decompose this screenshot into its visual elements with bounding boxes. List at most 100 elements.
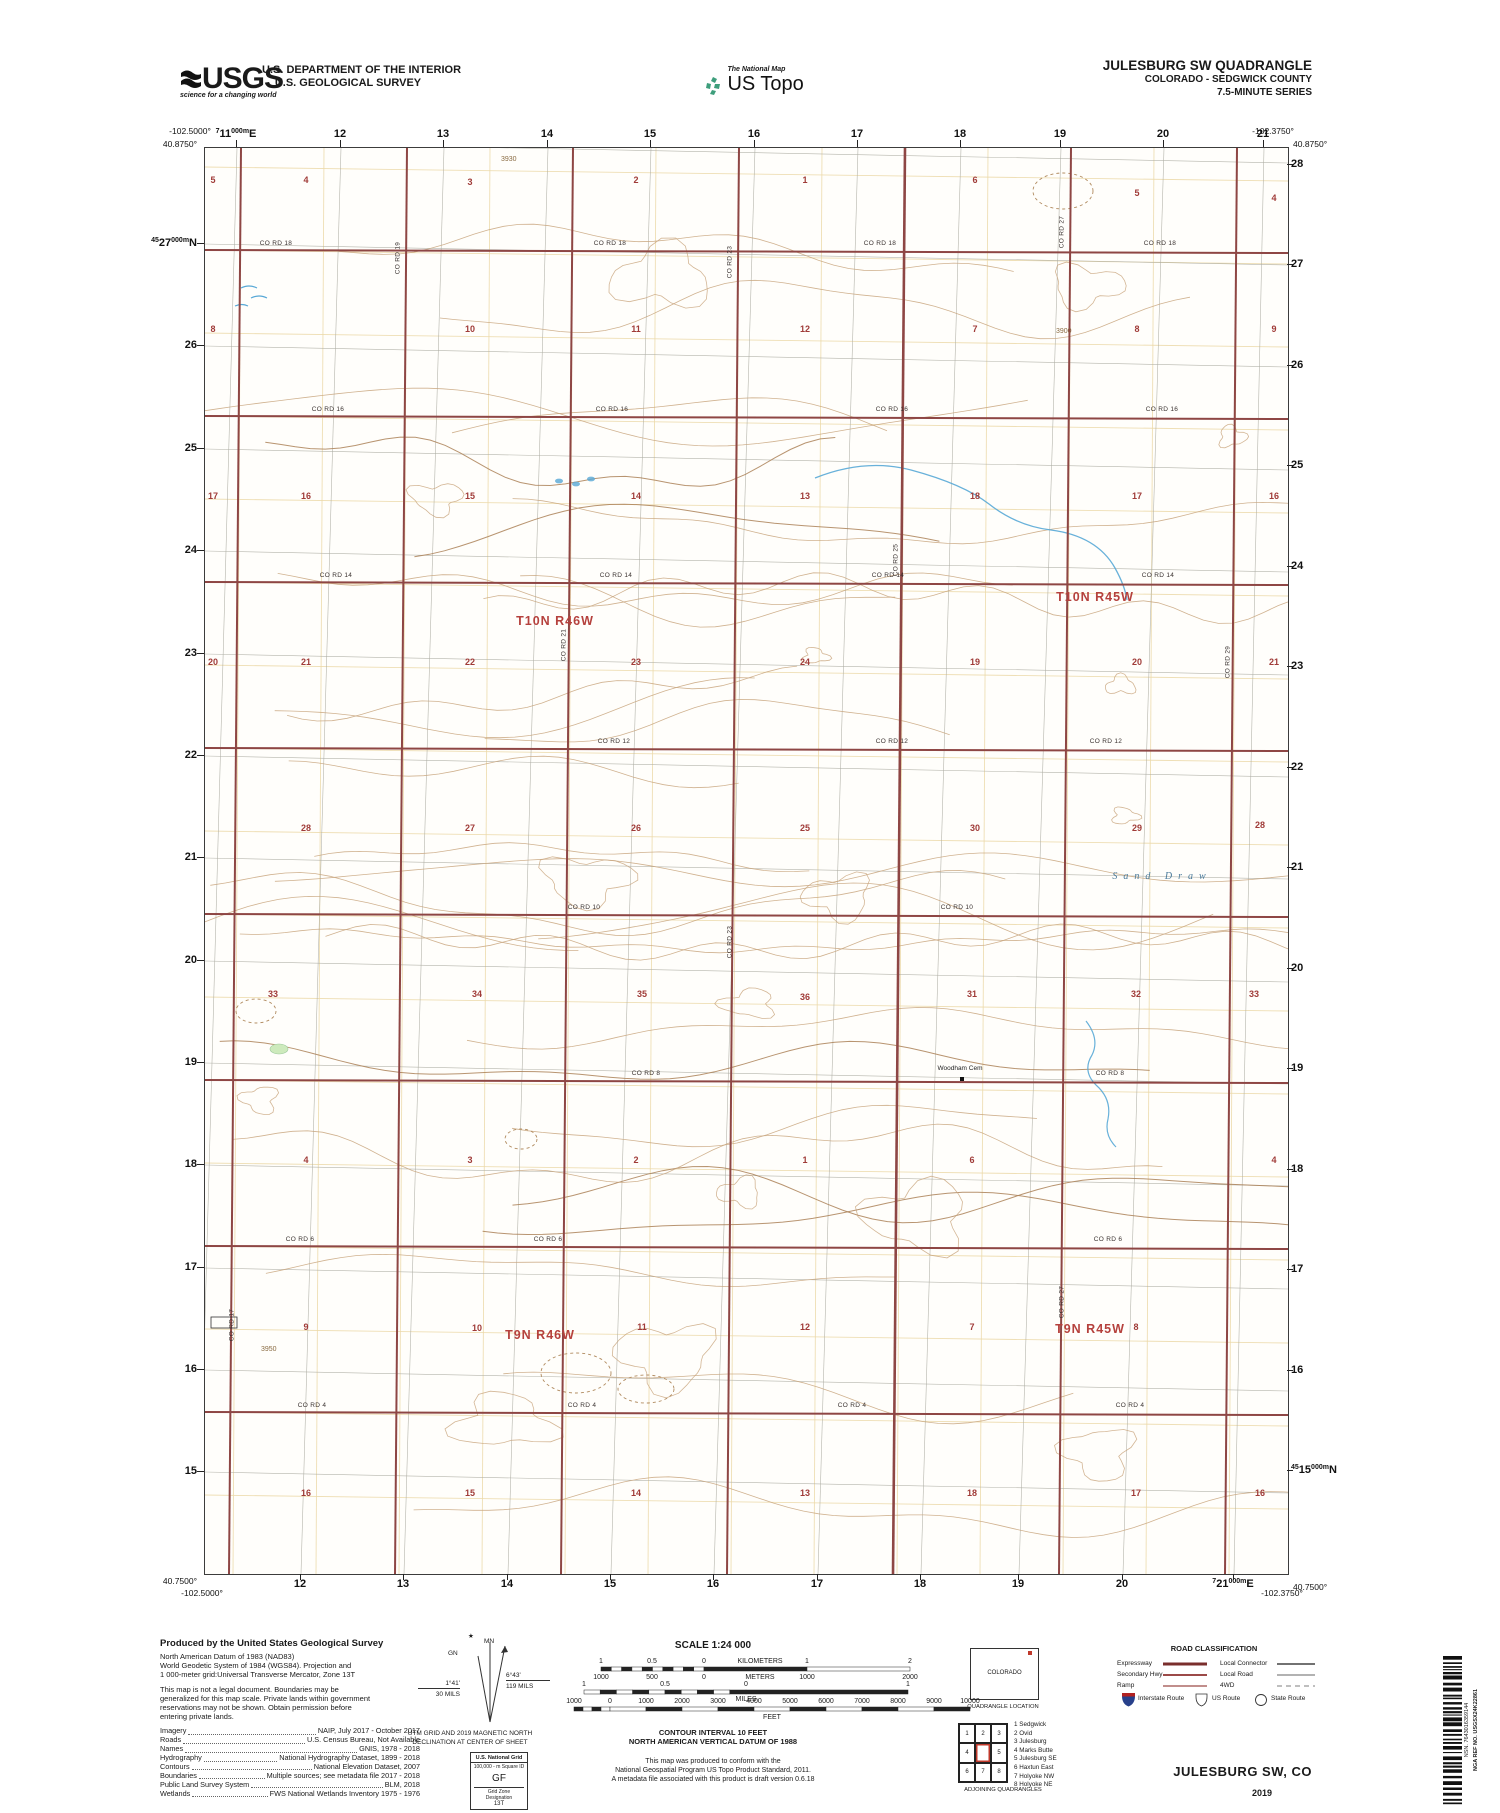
utm-label-part: 7 [1212, 1578, 1217, 1585]
adjoining-quad-name: 4 Marks Butte [1014, 1746, 1053, 1754]
utm-northing-label-left: 21 [184, 851, 197, 863]
legend-left-label: Secondary Hwy [1117, 1671, 1163, 1678]
road-label: CO RD 4 [567, 1402, 597, 1409]
utm-easting-label-bottom: 15 [603, 1578, 617, 1590]
barcode-nsn: NSN. 7643016359144 [1464, 1702, 1470, 1758]
section-number: 9 [303, 1322, 309, 1332]
grid-tick [197, 653, 204, 654]
utm-easting-label-bottom: 14 [500, 1578, 514, 1590]
section-number: 21 [300, 657, 311, 667]
quadrangle-location-caption: QUADRANGLE LOCATION [967, 1704, 1039, 1710]
grid-tick [1287, 1169, 1293, 1170]
source-value: NAIP, July 2017 - October 2017 [317, 1726, 420, 1736]
grid-tick [857, 140, 858, 147]
utm-label-part: 45 [151, 237, 159, 244]
state-name: COLORADO [987, 1670, 1022, 1676]
road-label: CO RD 27 [1058, 1285, 1066, 1319]
township-range-label: T10N R46W [516, 614, 594, 628]
utm-northing-label-left: 23 [184, 647, 197, 659]
utm-northing-label-left: 18 [184, 1158, 197, 1170]
section-number: 23 [630, 657, 641, 667]
vertical-datum-note: NORTH AMERICAN VERTICAL DATUM OF 1988 [628, 1737, 798, 1746]
scale-km-label: 0.5 [647, 1658, 657, 1665]
scale-m-label: METERS [745, 1674, 775, 1681]
township-range-label: T9N R45W [1055, 1322, 1125, 1336]
contour-elevation-label: 3930 [501, 156, 517, 163]
quad-subtitle: COLORADO - SEDGWICK COUNTY [1144, 74, 1312, 85]
section-number: 6 [969, 1155, 975, 1165]
section-number: 28 [300, 823, 311, 833]
utm-northing-label-right: 26 [1291, 359, 1304, 371]
scale-ft-label: 2000 [674, 1698, 690, 1705]
scale-title: SCALE 1:24 000 [674, 1640, 752, 1651]
section-number: 8 [1133, 1322, 1139, 1332]
grid-tick [197, 1369, 204, 1370]
grid-tick [1287, 1068, 1293, 1069]
utm-easting-label-top: 15 [643, 128, 657, 140]
utm-easting-label-top: 19 [1053, 128, 1067, 140]
grid-tick [920, 1574, 921, 1580]
utm-northing-label-right: 20 [1291, 962, 1304, 974]
scale-m-label: 1000 [799, 1674, 815, 1681]
grid-tick [1018, 1574, 1019, 1580]
grid-tick [197, 857, 204, 858]
utm-northing-label-left: 20 [184, 954, 197, 966]
grid-tick [197, 1062, 204, 1063]
utm-easting-label-bottom: 13 [396, 1578, 410, 1590]
credit-source-row: Boundaries Multiple sources; see metadata… [160, 1771, 420, 1781]
map-canvas [205, 148, 1288, 1574]
road-label: CO RD 18 [593, 240, 627, 247]
section-number: 2 [633, 175, 639, 185]
declination-left-deg: 1°41' [418, 1680, 460, 1689]
road-label: CO RD 10 [567, 904, 601, 911]
scale-ft-label: 10000 [960, 1698, 980, 1705]
utm-label-part: 11 [219, 128, 232, 140]
adjoining-cell: 1 [959, 1724, 975, 1744]
source-key: Roads [160, 1735, 182, 1745]
section-number: 33 [1248, 989, 1259, 999]
scale-m-label: 1000 [593, 1674, 609, 1681]
credit-source-row: Public Land Survey System BLM, 2018 [160, 1779, 420, 1790]
credit-line: 1 000-meter grid:Universal Transverse Me… [160, 1670, 356, 1680]
corner-bottom-left-lat: 40.7500° [162, 1576, 197, 1586]
section-number: 17 [1131, 491, 1142, 501]
grid-tick [403, 1574, 404, 1580]
utm-northing-label-right: 4515000mN [1291, 1464, 1337, 1476]
credit-title: Produced by the United States Geological… [160, 1638, 384, 1649]
leader-dots [192, 1790, 268, 1798]
utm-northing-label-left: 22 [184, 749, 197, 761]
scale-mi-label: 1 [582, 1681, 586, 1688]
grid-tick [1287, 566, 1293, 567]
section-number: 6 [972, 175, 978, 185]
credit-source-row: Imagery NAIP, July 2017 - October 2017 [160, 1727, 420, 1736]
road-label: CO RD 17 [228, 1308, 236, 1342]
state-location-box: COLORADO [970, 1648, 1039, 1700]
utm-easting-label-bottom: 16 [706, 1578, 720, 1590]
section-number: 33 [267, 989, 278, 999]
grid-tick [236, 140, 237, 147]
leader-dots [185, 1745, 358, 1753]
section-number: 4 [303, 1155, 309, 1165]
section-number: 20 [207, 657, 218, 667]
grid-tick [197, 550, 204, 551]
section-number: 7 [969, 1322, 975, 1332]
grid-tick [443, 140, 444, 147]
adjoining-cell: 7 [975, 1762, 991, 1782]
section-number: 1 [802, 1155, 808, 1165]
utm-label-part: 7 [215, 128, 220, 135]
utm-northing-label-right: 24 [1291, 560, 1304, 572]
scale-ft-label: 7000 [854, 1698, 870, 1705]
source-key: Public Land Survey System [160, 1779, 250, 1789]
adjoining-cell: 5 [991, 1743, 1007, 1763]
declination-right-deg: 6°43' [506, 1672, 550, 1681]
grid-tick [1287, 867, 1293, 868]
usng-title: U.S. National Grid [471, 1755, 527, 1763]
utm-northing-label-right: 18 [1291, 1163, 1304, 1175]
utm-label-part: 000m [231, 128, 250, 135]
grid-tick [197, 1471, 204, 1472]
utm-easting-label-top: 13 [436, 128, 450, 140]
section-number: 17 [207, 491, 218, 501]
utm-northing-label-right: 19 [1291, 1062, 1304, 1074]
source-key: Imagery [160, 1726, 187, 1736]
